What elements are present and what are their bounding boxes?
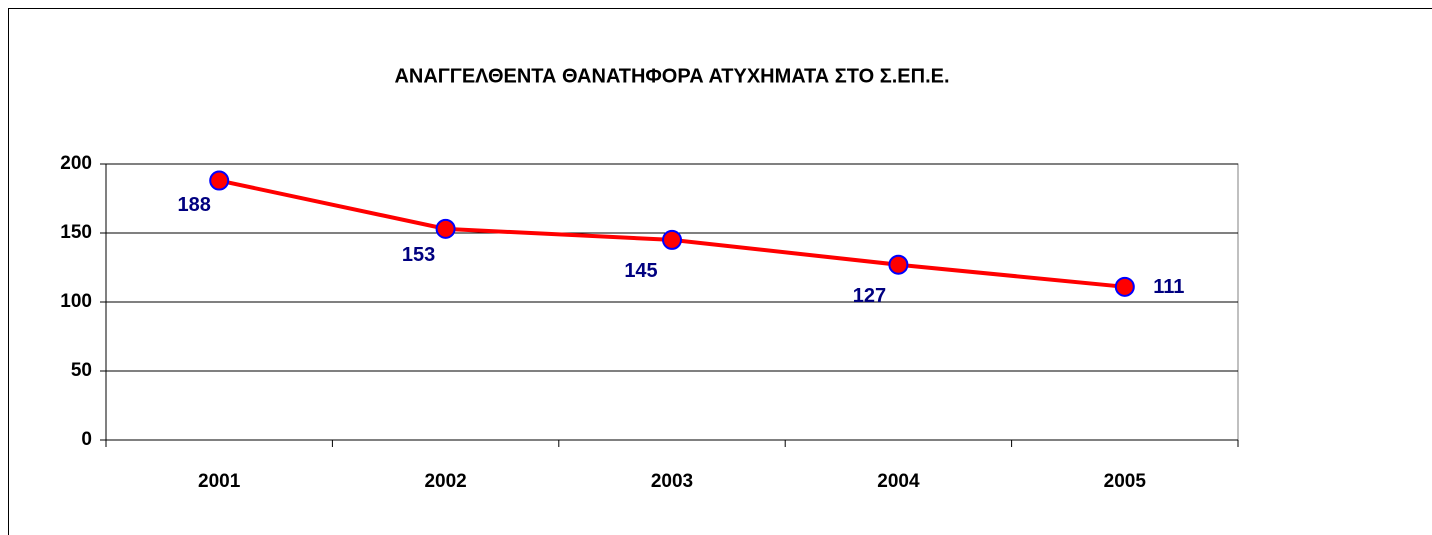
data-point — [1114, 276, 1135, 297]
data-label: 145 — [624, 260, 657, 282]
x-tick-label: 2003 — [651, 471, 693, 492]
data-point — [209, 170, 230, 191]
chart-title: ΑΝΑΓΓΕΛΘΕΝΤΑ ΘΑΝΑΤΗΦΟΡΑ ΑΤΥΧΗΜΑΤΑ ΣΤΟ Σ.… — [394, 65, 949, 87]
chart-frame — [8, 8, 1432, 535]
data-point — [662, 229, 682, 250]
data-label: 111 — [1153, 276, 1184, 298]
y-tick-label: 0 — [81, 429, 92, 450]
data-point — [888, 254, 909, 275]
data-label: 188 — [178, 194, 211, 216]
y-tick-label: 50 — [71, 360, 92, 381]
x-tick-label: 2001 — [198, 471, 241, 492]
y-tick-label: 150 — [60, 222, 92, 243]
y-tick-label: 200 — [60, 153, 92, 174]
x-tick-label: 2005 — [1104, 471, 1147, 492]
data-point — [435, 218, 456, 239]
x-tick-label: 2002 — [424, 471, 466, 492]
x-tick-label: 2004 — [877, 471, 920, 492]
data-label: 153 — [402, 244, 435, 266]
data-label: 127 — [853, 285, 886, 307]
y-tick-label: 100 — [60, 291, 92, 312]
